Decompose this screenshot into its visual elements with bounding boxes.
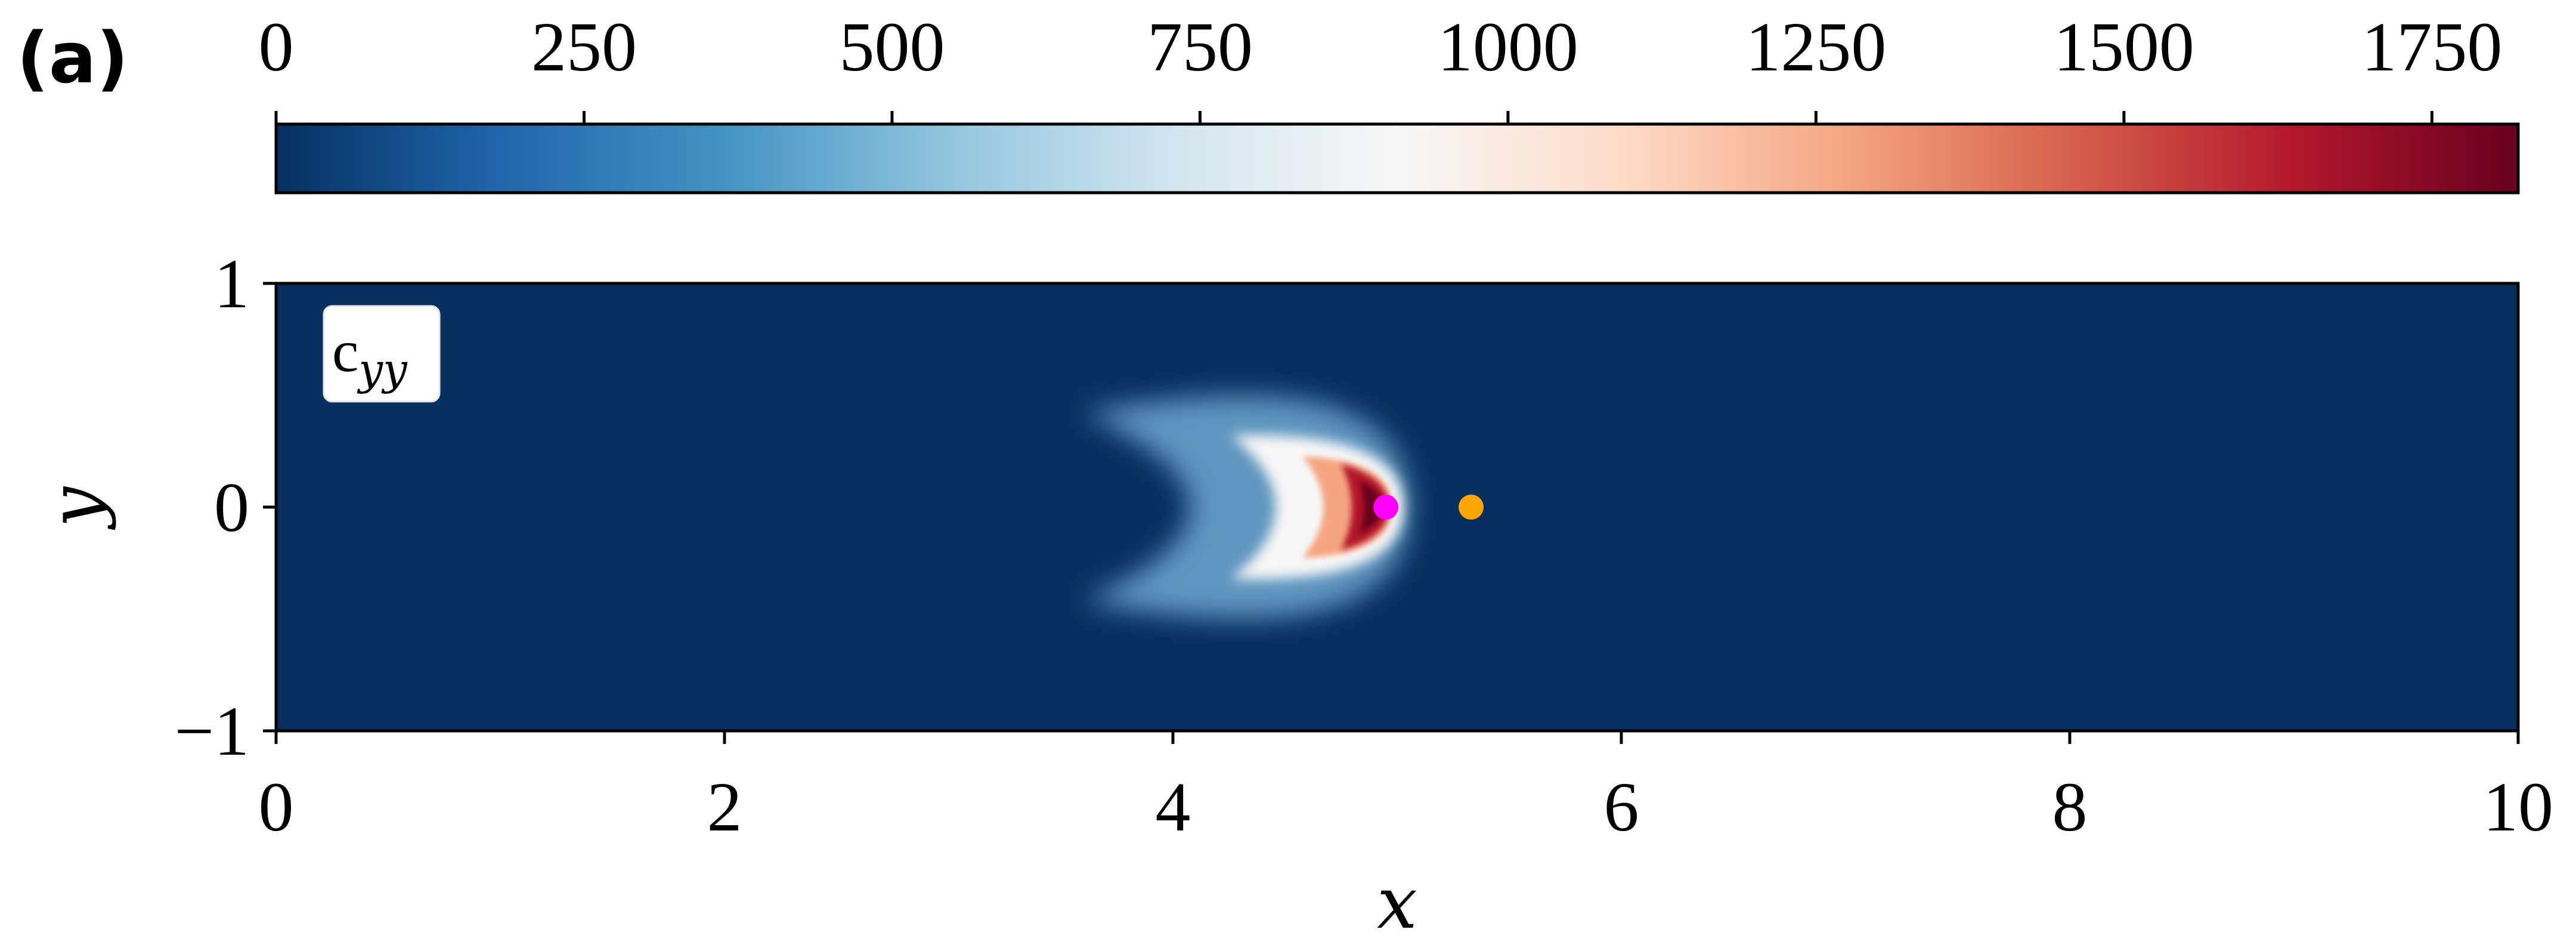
crescent-peak — [1359, 480, 1383, 534]
colorbar: 0 250 500 750 1000 1250 1500 1750 — [259, 8, 2520, 194]
y-tick-label: 1 — [214, 245, 249, 323]
y-tick-label: −1 — [174, 692, 249, 770]
orange-point-marker — [1459, 495, 1484, 520]
x-axis-ticks: 0 2 4 6 8 10 — [259, 731, 2553, 846]
colorbar-ticks: 0 250 500 750 1000 1250 1500 1750 — [259, 8, 2502, 124]
x-tick-label: 8 — [2052, 768, 2088, 846]
panel-label: (a) — [17, 17, 129, 99]
colorbar-tick-label: 1750 — [2361, 8, 2502, 86]
field-label-subscript: yy — [357, 344, 408, 394]
magenta-point-marker — [1373, 495, 1399, 520]
x-tick-label: 0 — [259, 768, 294, 846]
crescent-feature — [1083, 396, 1410, 619]
field-label-base: c — [332, 318, 358, 384]
heatmap-feature-layer — [1083, 396, 1410, 619]
colorbar-tick-label: 0 — [259, 8, 294, 86]
x-tick-label: 2 — [707, 768, 742, 846]
markers — [1373, 495, 1484, 520]
colorbar-tick-label: 500 — [839, 8, 945, 86]
y-axis-title: y — [35, 486, 117, 530]
colorbar-tick-label: 1000 — [1438, 8, 1578, 86]
field-label-background — [323, 305, 441, 403]
y-tick-label: 0 — [214, 468, 249, 546]
colorbar-tick-label: 250 — [531, 8, 637, 86]
field-label-box: cyy — [323, 305, 441, 403]
heatmap-plot: cyy 0 2 4 6 8 10 −101 x y — [35, 245, 2553, 945]
colorbar-tick-label: 1500 — [2054, 8, 2194, 86]
x-tick-label: 6 — [1604, 768, 1639, 846]
colorbar-tick-label: 750 — [1147, 8, 1253, 86]
y-axis-ticks: −1 0 1 — [174, 245, 276, 770]
x-tick-label: 4 — [1156, 768, 1191, 846]
field-label: cyy — [332, 318, 408, 394]
colorbar-gradient-bar — [274, 122, 2520, 194]
x-axis-title: x — [1377, 862, 1417, 945]
x-tick-label: 10 — [2483, 768, 2553, 846]
colorbar-tick-label: 1250 — [1745, 8, 1886, 86]
